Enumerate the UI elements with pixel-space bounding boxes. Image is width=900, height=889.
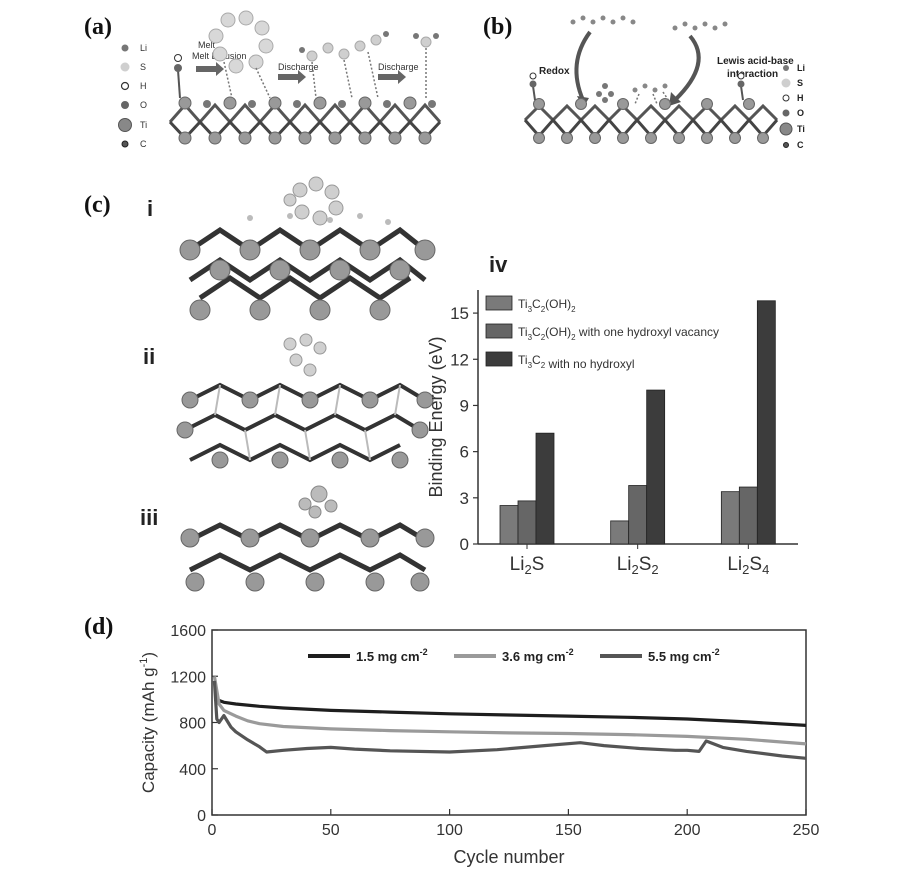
mxene-slab-b bbox=[523, 72, 779, 144]
line-legend-label-1: 3.6 mg cm-2 bbox=[502, 647, 574, 664]
line-x-tick-label: 50 bbox=[322, 822, 340, 839]
structure-ii-render bbox=[176, 333, 434, 469]
legend-a-ti: Ti bbox=[140, 120, 147, 130]
bar-category-label: Li2S4 bbox=[727, 554, 769, 577]
structure-label-iii: iii bbox=[140, 505, 159, 530]
panel-label-c: (c) bbox=[84, 192, 111, 218]
discharge-arrow-2: Discharge bbox=[378, 62, 419, 84]
bar-legend-label-0: Ti3C2(OH)2 bbox=[518, 297, 576, 314]
arrow-label-discharge-1: Discharge bbox=[278, 62, 319, 72]
line-x-tick-label: 200 bbox=[674, 822, 701, 839]
line-series-2 bbox=[212, 680, 807, 760]
polysulfide-chain bbox=[299, 31, 389, 99]
bar-0-2 bbox=[535, 432, 555, 545]
bar-legend-label-1: Ti3C2(OH)2 with one hydroxyl vacancy bbox=[518, 325, 719, 342]
bar-y-tick-label: 6 bbox=[460, 443, 469, 462]
annotation-redox: Redox bbox=[539, 66, 570, 77]
svg-text:S: S bbox=[797, 78, 803, 88]
bar-category-label: Li2S bbox=[510, 554, 545, 577]
arrow-label-discharge-2: Discharge bbox=[378, 62, 419, 72]
bar-y-tick-label: 3 bbox=[460, 489, 469, 508]
discharge-arrow-1: Discharge bbox=[278, 62, 319, 84]
chart-label-iv: iv bbox=[489, 252, 508, 277]
bar-2-2 bbox=[756, 300, 776, 545]
capacity-line-chart: 0 400 800 1200 1600 0 50 100 150 200 250 Cycle numb… bbox=[138, 623, 820, 867]
line-y-tick-label: 400 bbox=[179, 762, 206, 779]
panel-a-schematic: Li S H O Ti C Melt Melt Diffusion Discha… bbox=[118, 10, 442, 149]
panel-b-legend: Li S H O Ti C bbox=[779, 63, 805, 150]
line-series-1 bbox=[212, 676, 807, 746]
panel-label-a: (a) bbox=[84, 14, 112, 40]
line-x-axis-label: Cycle number bbox=[453, 847, 564, 867]
svg-text:O: O bbox=[797, 108, 804, 118]
line-x-tick-label: 100 bbox=[436, 822, 463, 839]
structure-label-ii: ii bbox=[143, 344, 156, 369]
bar-y-axis-label: Binding Energy (eV) bbox=[426, 336, 446, 497]
panel-b-schematic: Redox Lewis acid-base interaction Li S H… bbox=[523, 15, 805, 150]
svg-text:H: H bbox=[797, 93, 804, 103]
bar-2-1 bbox=[738, 486, 758, 545]
bar-1-1 bbox=[628, 485, 648, 545]
bar-y-tick-label: 12 bbox=[450, 350, 469, 369]
panel-label-d: (d) bbox=[84, 614, 114, 640]
mxene-slab-a bbox=[168, 54, 442, 145]
bar-y-tick-label: 9 bbox=[460, 396, 469, 415]
bar-category-label: Li2S2 bbox=[617, 554, 659, 577]
svg-text:C: C bbox=[797, 140, 804, 150]
legend-a-li: Li bbox=[140, 43, 147, 53]
line-y-tick-label: 1600 bbox=[170, 623, 206, 640]
bar-0-1 bbox=[517, 500, 537, 545]
line-series-0 bbox=[214, 697, 807, 727]
structure-label-i: i bbox=[147, 196, 154, 221]
line-legend-label-2: 5.5 mg cm-2 bbox=[648, 647, 720, 664]
svg-text:Li: Li bbox=[797, 63, 805, 73]
floating-polysulfides bbox=[570, 15, 728, 31]
bar-y-tick-label: 0 bbox=[460, 535, 469, 554]
legend-a-s: S bbox=[140, 62, 146, 72]
panel-label-b: (b) bbox=[483, 14, 513, 40]
bar-legend-swatch-1 bbox=[485, 323, 513, 339]
line-x-tick-label: 250 bbox=[793, 822, 820, 839]
bar-legend-label-2: Ti3C2 with no hydroxyl bbox=[518, 353, 635, 371]
svg-text:Melt: Melt bbox=[198, 40, 216, 50]
bar-0-0 bbox=[499, 505, 519, 545]
legend-a-h: H bbox=[140, 81, 147, 91]
legend-a-o: O bbox=[140, 100, 147, 110]
line-legend-label-0: 1.5 mg cm-2 bbox=[356, 647, 428, 664]
line-y-tick-label: 1200 bbox=[170, 669, 206, 686]
line-y-tick-label: 800 bbox=[179, 716, 206, 733]
line-x-tick-label: 150 bbox=[555, 822, 582, 839]
bar-1-2 bbox=[646, 389, 666, 545]
legend-a-c: C bbox=[140, 139, 147, 149]
line-y-tick-label: 0 bbox=[197, 808, 206, 825]
bar-2-0 bbox=[720, 491, 740, 545]
bar-y-tick-label: 15 bbox=[450, 304, 469, 323]
svg-text:Ti: Ti bbox=[797, 124, 805, 134]
bar-legend-swatch-0 bbox=[485, 295, 513, 311]
li2s-molecule bbox=[413, 33, 439, 98]
structure-iii-render bbox=[180, 485, 435, 592]
structure-i-render bbox=[179, 176, 436, 321]
line-y-axis-label: Capacity (mAh g-1) bbox=[138, 652, 158, 793]
bar-legend-swatch-2 bbox=[485, 351, 513, 367]
svg-text:Lewis acid-base: Lewis acid-base bbox=[717, 56, 794, 67]
line-x-tick-label: 0 bbox=[208, 822, 217, 839]
svg-text:interaction: interaction bbox=[727, 69, 778, 80]
bar-1-0 bbox=[610, 520, 630, 545]
panel-a-legend: Li S H O Ti C bbox=[118, 43, 147, 149]
s8-ring-molecule bbox=[208, 10, 274, 74]
